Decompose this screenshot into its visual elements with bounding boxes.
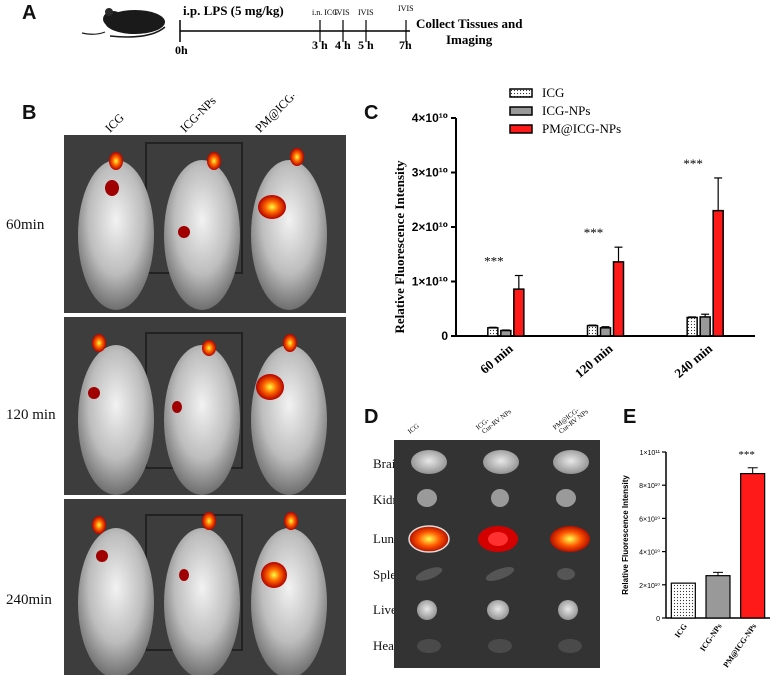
timeline-event-label: IVIS <box>334 8 350 17</box>
panel-b-row-label: 120 min <box>6 407 56 423</box>
legend-swatch <box>509 124 533 134</box>
significance-label: *** <box>738 449 755 461</box>
mouse-icon <box>81 8 166 38</box>
bar <box>740 472 766 619</box>
y-tick-label: 0 <box>656 616 660 623</box>
bar <box>705 575 731 619</box>
timeline-time-label: 5 h <box>358 38 374 52</box>
panel-b-column-label: PM@ICG-NPs <box>252 95 314 135</box>
panel-letter-a: A <box>22 2 37 24</box>
y-tick-label: 2×10¹⁰ <box>412 220 448 234</box>
timeline-event-label: i.n. ICG <box>312 8 338 17</box>
y-axis-label: Relative Fluorescence Intensity <box>392 160 407 334</box>
bar <box>699 316 711 337</box>
panel-b-column-label: ICG-NPs <box>177 95 219 135</box>
significance-label: *** <box>683 156 703 171</box>
panel-letter-c: C <box>364 102 379 124</box>
panel-b-row-label: 60min <box>6 217 45 233</box>
panel-b-column-label: ICG <box>102 110 127 135</box>
timeline-end-label: Collect Tissues and <box>416 16 523 31</box>
bar <box>612 261 625 337</box>
x-tick-label: ICG <box>673 622 689 640</box>
x-tick-label: 240 min <box>671 340 715 381</box>
y-axis-label: Relative Fluorescence Intensity <box>621 475 630 595</box>
bar <box>670 582 696 619</box>
bar <box>500 329 512 337</box>
panel-d-organ-image <box>394 440 600 668</box>
bar <box>513 288 525 337</box>
chart-c: 0 1×10¹⁰ 2×10¹⁰ 3×10¹⁰ 4×10¹⁰ Relative Fluore… <box>392 85 755 381</box>
panel-b-images <box>64 135 346 675</box>
chart-e: 0 2×10¹⁰ 4×10¹⁰ 6×10¹⁰ 8×10¹⁰ 1×10¹¹ Relative … <box>621 449 770 669</box>
bar <box>487 327 499 337</box>
y-tick-label: 0 <box>441 329 448 343</box>
x-tick-label: 120 min <box>572 340 616 381</box>
timeline-event-label: IVIS <box>358 8 374 17</box>
panel-letter-e: E <box>623 406 637 428</box>
image-60min <box>64 135 346 313</box>
image-240min <box>64 499 346 675</box>
organ-label: Lung <box>373 531 401 546</box>
legend-swatch <box>509 106 533 116</box>
timeline-injection-label: i.p. LPS (5 mg/kg) <box>183 3 284 18</box>
x-tick-label: ICG-NPs <box>698 622 723 653</box>
bar <box>686 316 698 337</box>
timeline-start-label: 0h <box>175 43 188 57</box>
y-tick-label: 2×10¹⁰ <box>639 582 660 590</box>
bar <box>586 324 599 337</box>
timeline-event-label: IVIS <box>398 4 414 13</box>
timeline-time-label: 3 h <box>312 38 328 52</box>
y-tick-label: 3×10¹⁰ <box>412 166 448 180</box>
x-tick-label: PM@ICG-NPs <box>721 622 758 669</box>
panel-letter-b: B <box>22 102 37 124</box>
y-tick-label: 4×10¹⁰ <box>639 549 660 557</box>
legend-swatch <box>509 88 533 98</box>
significance-label: *** <box>584 225 604 240</box>
timeline-end-label: Imaging <box>446 32 493 47</box>
bar <box>712 209 724 337</box>
y-tick-label: 1×10¹⁰ <box>412 275 448 289</box>
panel-d-column-label: ICG <box>406 422 420 436</box>
panel-d-headers: ICG ICG- Cur-RV NPs PM@ICG- Cur-RV NPs <box>406 406 590 436</box>
legend-label: ICG <box>542 85 564 100</box>
timeline-time-label: 7h <box>399 38 412 52</box>
y-tick-label: 6×10¹⁰ <box>639 515 660 523</box>
y-tick-label: 1×10¹¹ <box>640 450 661 457</box>
significance-label: *** <box>484 254 504 269</box>
timeline-diagram: i.p. LPS (5 mg/kg) 0h i.n. ICG IVIS IVIS… <box>81 3 523 57</box>
bar <box>599 327 612 337</box>
timeline-time-label: 4 h <box>335 38 351 52</box>
image-120min <box>64 317 346 495</box>
legend-label: PM@ICG-NPs <box>542 121 621 136</box>
legend-label: ICG-NPs <box>542 103 590 118</box>
x-tick-label: 60 min <box>477 340 516 376</box>
y-tick-label: 4×10¹⁰ <box>412 111 448 125</box>
panel-b-headers: ICG ICG-NPs PM@ICG-NPs <box>102 95 314 135</box>
y-tick-label: 8×10¹⁰ <box>639 482 660 490</box>
panel-b-row-label: 240min <box>6 592 52 608</box>
panel-letter-d: D <box>364 406 379 428</box>
